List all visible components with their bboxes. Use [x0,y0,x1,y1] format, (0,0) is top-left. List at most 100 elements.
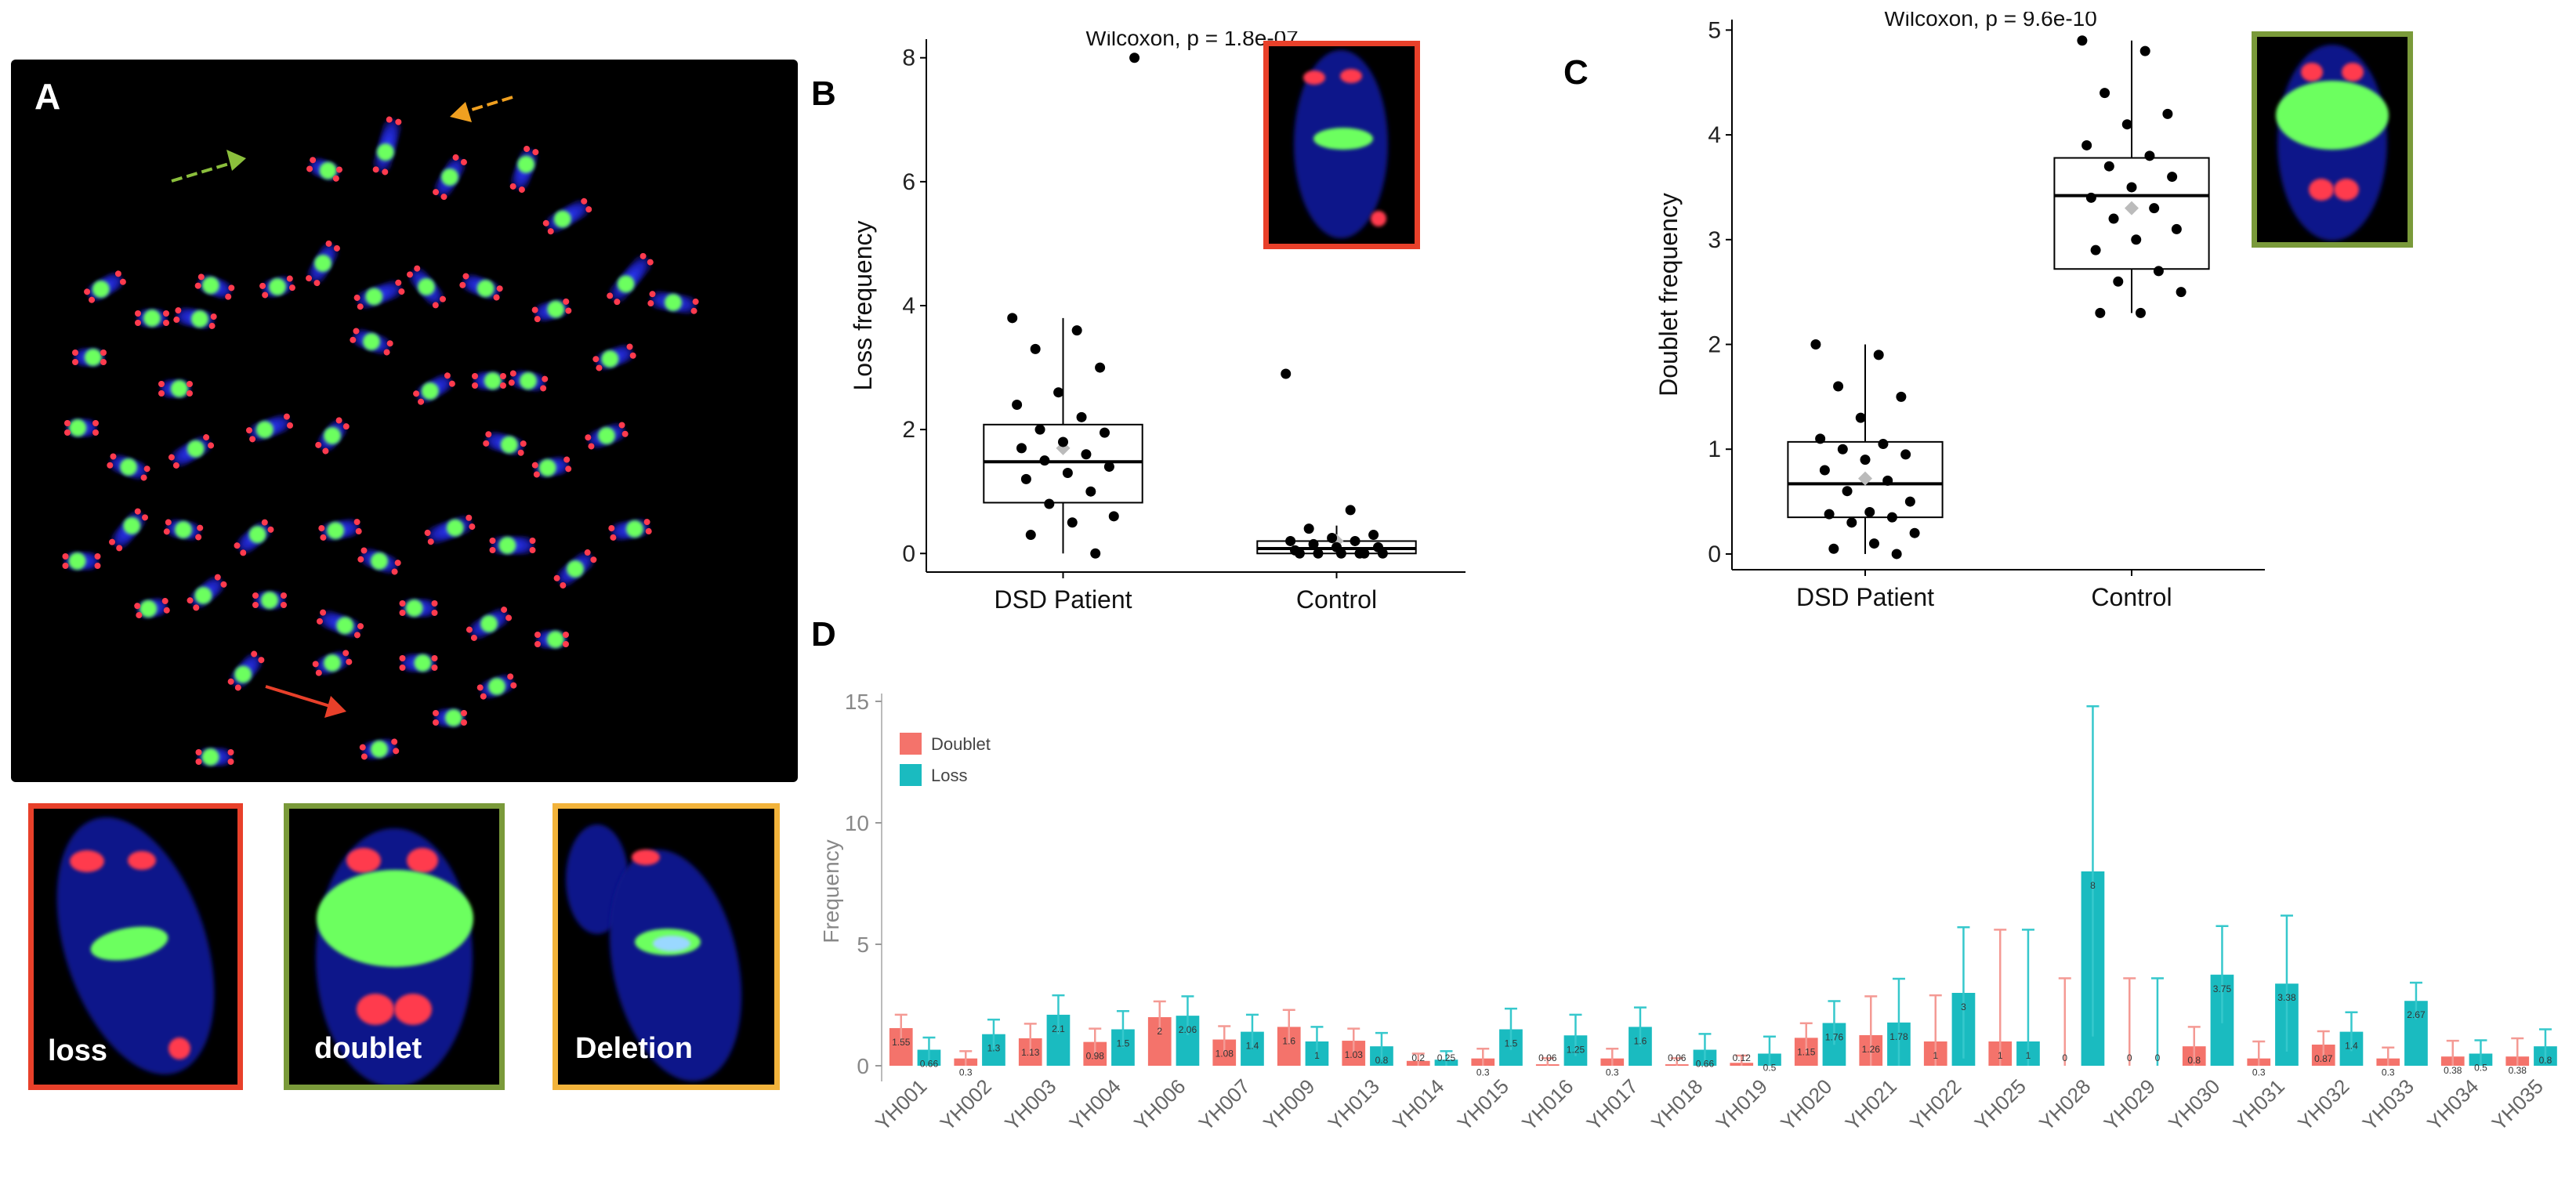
telomere-probe [509,370,516,377]
telomere-probe [427,538,434,545]
centromere-probe [324,427,341,444]
y-tick-label: 2 [902,417,915,443]
telomere-probe [645,527,652,534]
chromosome [72,348,107,367]
telomere-probe [433,189,440,196]
telomere-probe [618,422,625,429]
centromere-probe [92,281,110,298]
data-point [2131,234,2142,245]
bar-value-label: 1.03 [1345,1049,1364,1060]
data-point [2077,35,2088,46]
centromere-probe [484,372,502,389]
data-point [1335,548,1346,559]
telomere-probe [647,259,654,266]
data-point [1081,449,1092,460]
telomere-probe [649,291,656,298]
centromere-probe [69,419,87,436]
deletion-chromosome-image [566,824,742,1081]
thumb-label-doublet: doublet [314,1032,422,1065]
chromosome [306,157,342,182]
x-tick-label: YH006 [1129,1074,1190,1135]
telomere-probe [510,682,517,689]
data-point [1900,449,1911,460]
data-point [1016,443,1027,454]
telomere-probe [517,449,524,456]
x-tick-label: YH007 [1194,1074,1255,1135]
telomere-probe [360,753,368,760]
x-tick-label: YH033 [2358,1074,2418,1135]
centromere-probe [187,440,205,458]
telomere-probe [92,429,99,436]
legend-label: Loss [931,766,967,785]
telomere-probe [315,441,322,448]
bar-value-label: 0.5 [2474,1063,2487,1074]
telomere-probe [414,265,421,272]
centromere-probe [546,631,564,648]
data-point [1085,486,1096,497]
x-tick-label: YH035 [2487,1074,2548,1135]
wilcoxon-annotation: Wilcoxon, p = 1.8e-07 [1085,31,1299,50]
centromere-probe [371,741,388,758]
data-point [1058,436,1068,447]
bar-value-label: 1 [1314,1050,1320,1061]
telomere-probe [110,453,117,460]
box [983,423,1143,504]
centromere-probe [547,300,565,318]
chromosome [163,519,204,541]
data-point [1285,535,1296,546]
bar-value-label: 3 [1961,1001,1966,1012]
telomere-probe [158,381,165,387]
bar-value-label: 2.67 [2407,1009,2426,1020]
legend-swatch-doublet [900,733,922,755]
y-tick-label: 0 [902,541,915,567]
chromosome [399,599,438,618]
telomere-probe [610,534,617,541]
telomere-probe [534,316,541,323]
telomere-probe [281,602,287,608]
centromere-probe [665,294,682,311]
chromosome [353,279,405,310]
chromosome [459,273,503,301]
centromere-probe [625,520,643,538]
bar-value-label: 0.98 [1086,1051,1105,1062]
bar-value-label: 0 [2062,1052,2067,1063]
telomere-probe [187,390,193,397]
telomere-probe [134,603,141,610]
chromosome [315,417,350,455]
telomere-probe [394,560,401,567]
inset-b [1263,41,1420,249]
data-point [1071,325,1082,336]
centromere-probe [190,310,208,328]
chromosome [483,431,527,456]
telomere-probe [398,288,405,295]
chromosome [433,154,467,201]
data-point [2100,88,2110,99]
inset-b-image [1294,50,1388,238]
centromere-probe [601,350,619,368]
bar-value-label: 1 [1933,1050,1938,1061]
y-tick-label: 6 [902,169,915,195]
chromosome [195,748,234,766]
telomere-probe [163,310,169,317]
centromere-probe [553,210,571,228]
centromere-probe [517,155,535,173]
bar-value-label: 2 [1157,1026,1162,1037]
telomere-probe [501,607,508,614]
centromere-probe [319,161,337,179]
telomere-probe [439,295,446,302]
x-tick-label: DSD Patient [1796,583,1934,611]
data-point [1810,339,1821,350]
telomere-probe [252,592,259,599]
chromosome [607,252,654,306]
x-tick-label: YH020 [1776,1074,1836,1135]
chromosome [399,654,438,672]
telomere-probe [581,197,588,205]
bar-value-label: 3.75 [2213,983,2232,994]
telomere-probe [234,542,241,549]
data-point [1313,548,1324,559]
telomere-probe [353,294,360,301]
telomere-probe [342,423,350,430]
telomere-probe [542,375,549,382]
data-point [1294,548,1305,559]
x-tick-label: YH032 [2293,1074,2353,1135]
